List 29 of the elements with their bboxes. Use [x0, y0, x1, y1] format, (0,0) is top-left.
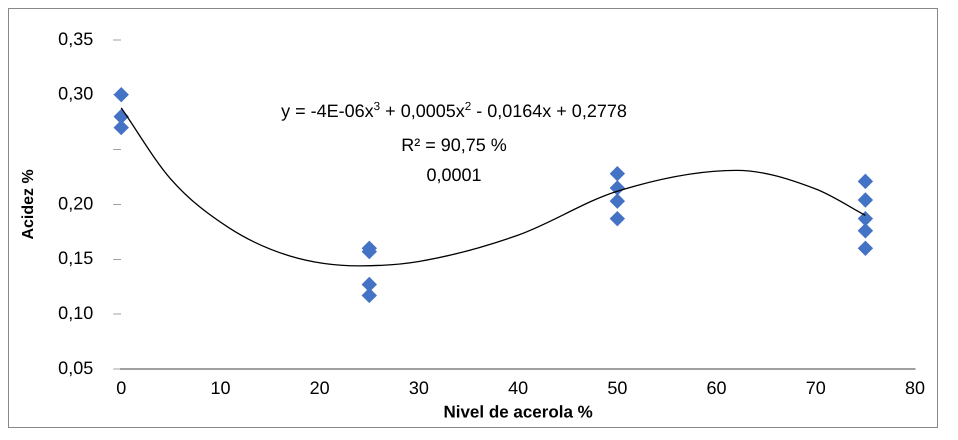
annotation: 0,0001 — [426, 165, 482, 185]
x-tick-label: 20 — [310, 378, 330, 398]
point — [858, 192, 873, 208]
point — [114, 87, 129, 102]
y-tick-label: 0,35 — [58, 28, 94, 49]
x-tick-label: 0 — [116, 378, 126, 398]
point — [858, 174, 873, 189]
x-tick-label: 30 — [408, 378, 429, 398]
point — [114, 120, 129, 136]
x-tick-label: 40 — [508, 378, 528, 398]
point — [858, 223, 873, 238]
point — [610, 211, 625, 226]
y-tick-label: 0,20 — [58, 193, 94, 214]
x-tick-label: 10 — [210, 378, 230, 398]
point — [858, 240, 873, 256]
y-tick-label: 0,10 — [58, 303, 94, 324]
x-tick-label: 80 — [904, 378, 926, 398]
y-tick-label: 0,30 — [58, 84, 94, 104]
annotation: R² = 90,75 % — [401, 135, 507, 155]
point — [858, 211, 873, 226]
x-axis-title: Nivel de acerola % — [443, 402, 593, 422]
y-tick-label: 0,15 — [58, 248, 94, 268]
y-axis-title: Acidez % — [20, 169, 38, 240]
y-tick-label: 0,05 — [58, 358, 94, 378]
x-tick-label: 70 — [806, 378, 826, 398]
x-tick-label: 50 — [607, 378, 628, 398]
point — [610, 194, 625, 209]
point — [610, 166, 625, 182]
x-tick-label: 60 — [706, 378, 727, 398]
